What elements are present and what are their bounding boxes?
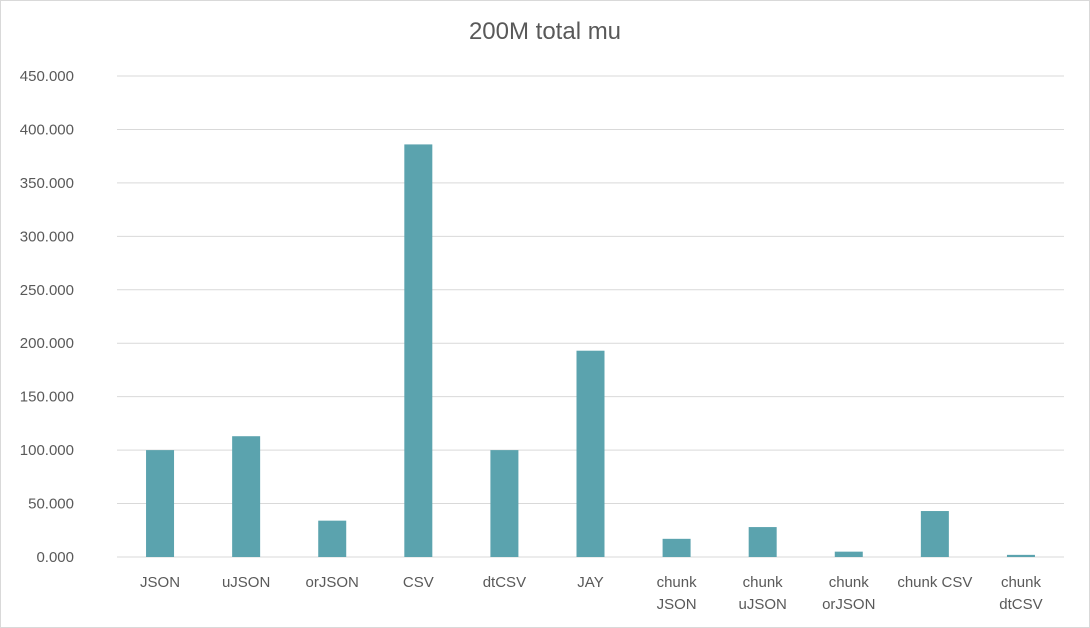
bar	[490, 450, 519, 557]
x-tick-label: dtCSV	[483, 574, 526, 591]
x-tick-label: JSON	[657, 596, 697, 613]
y-tick-label: 100.000	[20, 442, 74, 459]
x-tick-label: dtCSV	[999, 596, 1042, 613]
bar	[662, 538, 691, 557]
chart-title: 200M total mu	[468, 18, 622, 45]
y-tick-label: 150.000	[20, 389, 74, 406]
y-tick-label: 50.000	[28, 496, 74, 513]
y-tick-label: 200.000	[20, 335, 74, 352]
bar	[404, 144, 433, 558]
y-tick-label: 350.000	[20, 175, 74, 192]
bar	[1006, 554, 1035, 557]
x-tick-label: chunk CSV	[897, 574, 972, 591]
y-axis-tick-labels: 0.000 50.000 100.000 150.000 200.000 250.000 3…	[20, 68, 74, 566]
bar	[146, 450, 175, 557]
y-tick-label: 400.000	[20, 121, 74, 138]
bar	[232, 436, 261, 557]
bar	[920, 511, 949, 557]
y-tick-label: 300.000	[20, 228, 74, 245]
x-tick-label: CSV	[403, 574, 434, 591]
bar	[318, 520, 347, 557]
bar	[576, 350, 605, 557]
y-tick-label: 450.000	[20, 68, 74, 85]
bar	[834, 551, 863, 557]
x-tick-label: orJSON	[822, 596, 875, 613]
bar	[748, 527, 777, 557]
x-tick-label: uJSON	[222, 574, 270, 591]
x-tick-label: uJSON	[739, 596, 787, 613]
x-tick-label: chunk	[743, 574, 784, 591]
x-tick-label: chunk	[1001, 574, 1042, 591]
x-tick-label: orJSON	[306, 574, 359, 591]
x-tick-label: chunk	[657, 574, 698, 591]
bars	[146, 144, 1035, 558]
x-axis-tick-labels: JSON uJSON orJSON CSV dtCSV JAY chunk JSON chunk…	[140, 574, 1043, 613]
x-tick-label: chunk	[829, 574, 870, 591]
y-tick-label: 250.000	[20, 282, 74, 299]
y-tick-label: 0.000	[36, 549, 74, 566]
x-tick-label: JAY	[577, 574, 603, 591]
x-tick-label: JSON	[140, 574, 180, 591]
